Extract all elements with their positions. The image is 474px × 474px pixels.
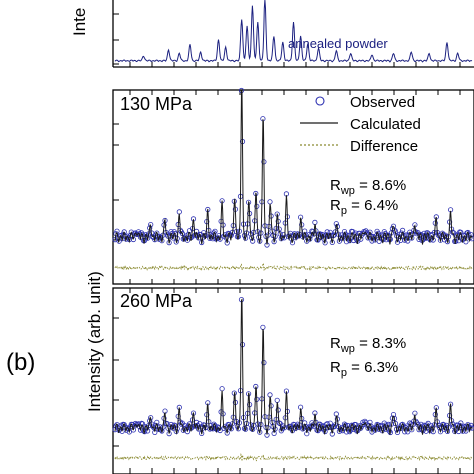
- observed-point: [193, 423, 199, 429]
- observed-point: [178, 421, 184, 427]
- rp-260: Rp = 6.3%: [330, 359, 398, 379]
- panel-title-260: 260 MPa: [120, 291, 193, 311]
- observed-point: [460, 428, 466, 434]
- calculated-line-260: [114, 298, 473, 436]
- y-axis-label-bottom: Intensity (arb. unit): [85, 271, 104, 412]
- rp-130: Rp = 6.4%: [330, 197, 398, 217]
- annealed-powder-pattern: [114, 0, 473, 63]
- observed-point: [469, 425, 474, 431]
- observed-point: [260, 324, 266, 330]
- observed-point: [407, 229, 413, 235]
- panel-middle-frame: [112, 89, 474, 285]
- observed-point: [143, 424, 149, 430]
- stats-130: Rwp = 8.6% Rp = 6.4%: [330, 177, 406, 217]
- observed-point: [310, 422, 316, 428]
- panel-bottom-frame: [112, 287, 474, 474]
- difference-line-130: [114, 263, 473, 272]
- observed-points-260: [112, 296, 474, 438]
- legend-observed-label: Observed: [350, 94, 415, 111]
- rwp-260: Rwp = 8.3%: [330, 335, 406, 355]
- observed-point: [449, 229, 456, 235]
- annealed-powder-label: annealed powder: [288, 36, 388, 51]
- observed-point: [399, 421, 406, 427]
- observed-point: [454, 232, 460, 239]
- observed-point: [159, 238, 165, 244]
- observed-point: [267, 199, 273, 205]
- figure-label: (b): [6, 349, 35, 376]
- legend-observed-marker: [315, 96, 325, 106]
- legend-calculated-label: Calculated: [350, 116, 421, 133]
- observed-point: [212, 422, 218, 429]
- observed-point: [150, 423, 156, 429]
- observed-point: [409, 427, 415, 433]
- observed-point: [274, 397, 280, 403]
- stats-260: Rwp = 8.3% Rp = 6.3%: [330, 335, 406, 379]
- panel-title-130: 130 MPa: [120, 94, 193, 114]
- calculated-line-130: [114, 88, 473, 245]
- observed-point: [402, 237, 408, 243]
- observed-point: [341, 421, 348, 427]
- observed-point: [121, 229, 127, 235]
- rwp-130: Rwp = 8.6%: [330, 177, 406, 197]
- observed-point: [179, 230, 185, 237]
- observed-point: [164, 232, 170, 238]
- legend: Observed Calculated Difference: [300, 94, 421, 155]
- observed-point: [226, 422, 232, 428]
- axis-ticks: [113, 13, 461, 474]
- observed-point: [176, 209, 182, 215]
- observed-point: [320, 423, 326, 429]
- y-axis-label-top: Inte: [70, 8, 89, 36]
- difference-line-260: [114, 453, 473, 462]
- legend-difference-label: Difference: [350, 138, 418, 155]
- observed-point: [216, 425, 222, 431]
- observed-point: [121, 421, 127, 428]
- observed-point: [219, 386, 225, 392]
- observed-point: [317, 231, 323, 237]
- panel-top-frame: [112, 0, 474, 68]
